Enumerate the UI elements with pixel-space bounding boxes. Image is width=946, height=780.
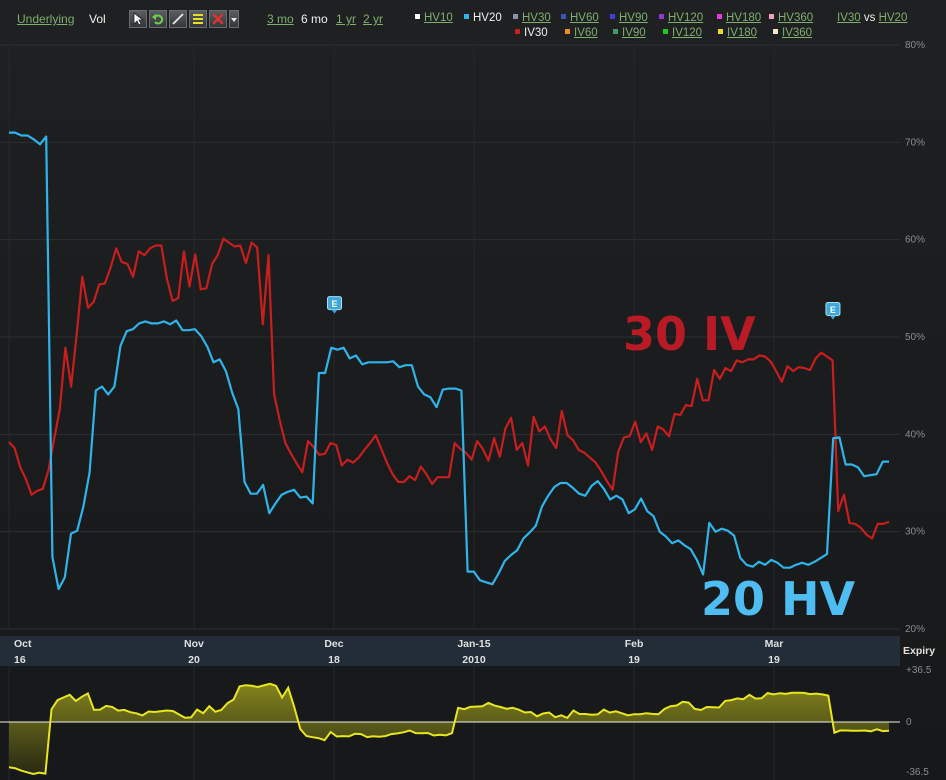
x-axis-month-label: Jan-15	[457, 638, 490, 650]
range-1yr[interactable]: 1 yr	[336, 12, 357, 26]
legend-item-iv60[interactable]: IV60	[565, 27, 598, 39]
legend-item-hv120[interactable]: HV120	[659, 12, 703, 24]
color-swatch-icon	[773, 29, 778, 34]
y-tick-label: 70%	[905, 137, 925, 148]
legend-label[interactable]: IV360	[782, 27, 813, 39]
legend-label[interactable]: HV180	[726, 12, 762, 24]
series-line-iv30-vs-hv20	[8, 682, 890, 776]
x-axis-day-label: 20	[188, 654, 200, 666]
color-swatch-icon	[659, 14, 664, 19]
x-axis-day-label: 16	[14, 654, 26, 666]
y-tick-label: 20%	[905, 624, 925, 635]
color-swatch-icon	[769, 14, 774, 19]
legend-label[interactable]: HV20	[473, 12, 502, 24]
legend-item-iv30[interactable]: IV30	[515, 27, 548, 39]
earnings-marker-label: E	[830, 305, 836, 315]
legend-item-hv360[interactable]: HV360	[769, 12, 813, 24]
compare-right-link[interactable]: HV20	[878, 12, 908, 24]
legend-label[interactable]: IV30	[524, 27, 548, 39]
legend-item-hv180[interactable]: HV180	[717, 12, 761, 24]
legend-item-hv30[interactable]: HV30	[513, 12, 551, 24]
spread-area	[9, 683, 889, 774]
compare-left-link[interactable]: IV30	[837, 12, 861, 24]
legend-label[interactable]: HV120	[668, 12, 704, 24]
y-tick-label: 40%	[905, 429, 925, 440]
x-axis-day-label: 18	[328, 654, 340, 666]
color-swatch-icon	[464, 14, 469, 19]
compare-vs-label: vs	[863, 12, 876, 24]
y-tick-label: 80%	[905, 40, 925, 51]
legend-item-hv60[interactable]: HV60	[561, 12, 599, 24]
y-tick-label: 50%	[905, 332, 925, 343]
x-axis-day-label: 2010	[462, 654, 486, 666]
drawing-toolbar	[129, 10, 241, 30]
legend-label[interactable]: HV360	[778, 12, 814, 24]
legend-item-iv90[interactable]: IV90	[613, 27, 646, 39]
hv-annotation-label: 20 HV	[701, 572, 856, 626]
series-line-hv20	[9, 131, 889, 591]
color-swatch-icon	[565, 29, 570, 34]
x-axis-month-label: Dec	[324, 638, 343, 650]
legend-label[interactable]: IV60	[574, 27, 598, 39]
expiry-label: Expiry	[903, 645, 935, 657]
dropdown-arrow-icon[interactable]	[229, 10, 239, 28]
color-swatch-icon	[513, 14, 518, 19]
color-swatch-icon	[613, 29, 618, 34]
earnings-marker-icon[interactable]: E	[327, 296, 343, 314]
legend-label[interactable]: HV30	[522, 12, 551, 24]
x-axis-month-label: Mar	[765, 638, 784, 650]
range-2yr[interactable]: 2 yr	[363, 12, 384, 26]
x-axis-day-label: 19	[768, 654, 780, 666]
legend-label[interactable]: HV60	[570, 12, 599, 24]
legend-item-hv10[interactable]: HV10	[415, 12, 453, 24]
legend-item-iv180[interactable]: IV180	[718, 27, 757, 39]
earnings-marker-label: E	[332, 299, 338, 309]
range-3mo[interactable]: 3 mo	[267, 12, 294, 26]
delete-icon[interactable]	[209, 10, 227, 28]
legend-item-iv360[interactable]: IV360	[773, 27, 812, 39]
color-swatch-icon	[561, 14, 566, 19]
legend-label[interactable]: IV180	[727, 27, 758, 39]
color-swatch-icon	[663, 29, 668, 34]
undo-icon[interactable]	[149, 10, 167, 28]
x-axis-month-label: Nov	[184, 638, 204, 650]
y-tick-label: 60%	[905, 235, 925, 246]
pointer-icon[interactable]	[129, 10, 147, 28]
vol-label: Vol	[89, 12, 106, 26]
legend-item-hv20[interactable]: HV20	[464, 12, 502, 24]
color-swatch-icon	[610, 14, 615, 19]
legend-label[interactable]: HV90	[619, 12, 648, 24]
color-swatch-icon	[718, 29, 723, 34]
spread-y-tick-label: +36.5	[906, 665, 932, 676]
series-line-iv30	[8, 237, 890, 540]
legend-item-hv90[interactable]: HV90	[610, 12, 648, 24]
x-axis-day-label: 19	[628, 654, 640, 666]
iv-annotation-label: 30 IV	[623, 307, 756, 361]
spread-y-tick-label: -36.5	[906, 767, 929, 778]
spread-y-tick-label: 0	[906, 717, 912, 728]
range-6mo[interactable]: 6 mo	[301, 12, 328, 26]
legend-item-iv120[interactable]: IV120	[663, 27, 702, 39]
compare-legend: IV30 vs HV20	[837, 12, 907, 24]
color-swatch-icon	[515, 29, 520, 34]
underlying-link[interactable]: Underlying	[17, 12, 75, 26]
x-axis-band	[0, 636, 900, 666]
color-swatch-icon	[415, 14, 420, 19]
x-axis-month-label: Oct	[14, 638, 32, 650]
y-tick-label: 30%	[905, 527, 925, 538]
list-icon[interactable]	[189, 10, 207, 28]
x-axis-month-label: Feb	[625, 638, 644, 650]
earnings-marker-icon[interactable]: E	[825, 301, 841, 320]
legend-label[interactable]: IV120	[672, 27, 703, 39]
legend-label[interactable]: HV10	[424, 12, 453, 24]
color-swatch-icon	[717, 14, 722, 19]
legend-label[interactable]: IV90	[622, 27, 646, 39]
draw-line-icon[interactable]	[169, 10, 187, 28]
